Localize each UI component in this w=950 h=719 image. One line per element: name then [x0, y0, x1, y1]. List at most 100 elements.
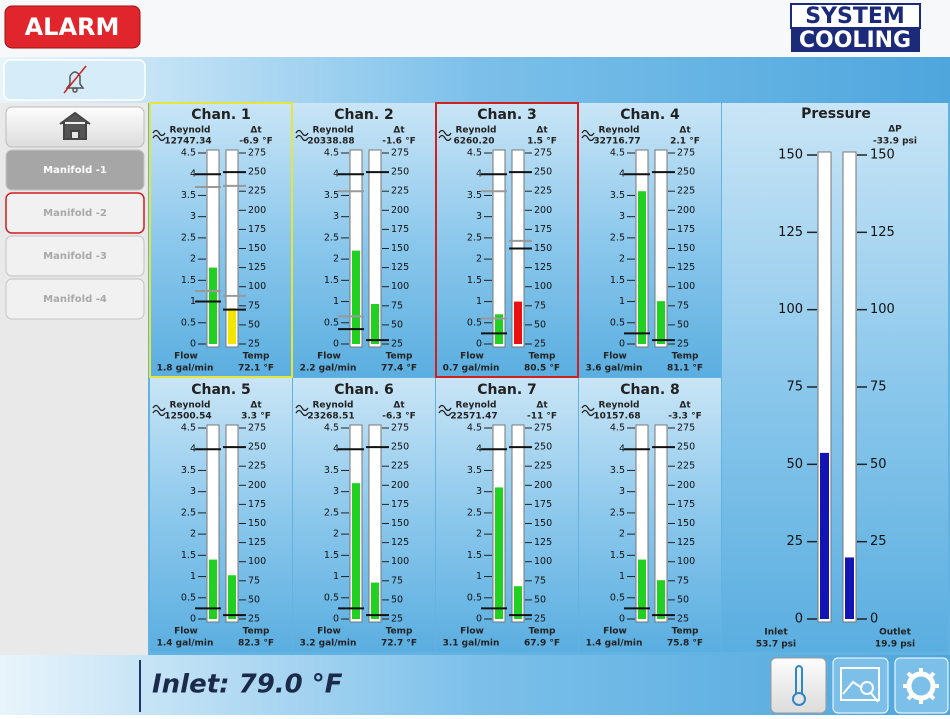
outlet-label: Outlet: [879, 628, 912, 638]
temp-bar: [514, 586, 522, 619]
temp-bar: [657, 580, 665, 619]
channel-title: Chan. 4: [620, 107, 680, 123]
temp-tick-label: 275: [677, 148, 695, 159]
inlet-value: 53.7 psi: [756, 640, 796, 650]
reynold-icon: [581, 404, 595, 417]
temp-tick-label: 275: [248, 423, 266, 434]
temp-tick-label: 225: [677, 186, 695, 197]
temp-value: 77.4 °F: [381, 364, 417, 374]
flow-tick-label: 0: [619, 339, 625, 350]
flow-tick-label: 4: [190, 444, 196, 455]
flow-tick-label: 3: [619, 486, 625, 497]
flow-tick-label: 1.5: [610, 275, 625, 286]
reynold-icon: [152, 129, 166, 142]
channel-panel: [435, 102, 579, 378]
manifold-button[interactable]: [5, 235, 145, 277]
temp-bar: [657, 301, 665, 344]
pressure-tick-label: 125: [778, 225, 803, 240]
flow-label: Flow: [174, 627, 198, 637]
pressure-tick-label: 25: [786, 534, 803, 549]
temp-tick-label: 25: [391, 339, 403, 350]
flow-tube: [492, 149, 506, 348]
manifold-button[interactable]: [5, 192, 145, 234]
channel-title: Chan. 7: [477, 382, 537, 398]
flow-tick-label: 2: [476, 529, 482, 540]
flow-tick-label: 2.5: [181, 507, 196, 518]
flow-tick-label: 3.5: [610, 465, 625, 476]
reynold-label: Reynold: [169, 401, 210, 411]
dt-value: 1.5 °F: [527, 137, 557, 147]
flow-tick-label: 4.5: [324, 423, 339, 434]
temp-tube: [654, 424, 668, 623]
flow-tick-label: 1: [619, 571, 625, 582]
inlet-bar: [820, 452, 829, 619]
flow-bar: [638, 559, 646, 619]
flow-tick-label: 2: [190, 254, 196, 265]
flow-value: 0.7 gal/min: [443, 364, 500, 374]
temperature-button[interactable]: [770, 657, 827, 714]
pressure-tick-label: 100: [870, 302, 895, 317]
inlet-label: Inlet: [764, 628, 788, 638]
flow-label: Flow: [317, 627, 341, 637]
flow-tick-label: 1: [476, 296, 482, 307]
flow-tick-label: 0.5: [181, 592, 196, 603]
settings-button[interactable]: [894, 657, 949, 714]
temp-tick-label: 275: [534, 148, 552, 159]
outlet-value: 19.9 psi: [875, 640, 915, 650]
temp-label: Temp: [529, 627, 556, 637]
temp-tick-label: 200: [534, 480, 552, 491]
dt-label: Δt: [250, 401, 262, 411]
flow-label: Flow: [460, 352, 484, 362]
dt-label: Δt: [679, 401, 691, 411]
temp-tick-label: 125: [248, 537, 266, 548]
flow-tick-label: 4.5: [610, 148, 625, 159]
temp-tick-label: 100: [534, 556, 552, 567]
flow-tick-label: 4.5: [467, 423, 482, 434]
flow-tick-label: 2.5: [467, 507, 482, 518]
temp-tick-label: 50: [534, 319, 546, 330]
reynold-icon: [581, 129, 595, 142]
flow-tick-label: 2: [619, 529, 625, 540]
manifold-label: Manifold -1: [43, 165, 107, 176]
flow-tick-label: 4.5: [467, 148, 482, 159]
temp-tick-label: 250: [534, 167, 552, 178]
temp-tick-label: 25: [248, 339, 260, 350]
temp-bar: [228, 575, 236, 619]
flow-value: 2.2 gal/min: [300, 364, 357, 374]
flow-tick-label: 2.5: [181, 232, 196, 243]
logo-bottom: [791, 28, 920, 52]
temp-tick-label: 100: [391, 281, 409, 292]
temp-tick-label: 175: [391, 499, 409, 510]
temp-tick-label: 125: [534, 262, 552, 273]
alarm-text: ALARM: [25, 13, 120, 41]
pressure-tick-label: 50: [870, 457, 887, 472]
reynold-value: 22571.47: [450, 412, 497, 422]
flow-tick-label: 0.5: [610, 592, 625, 603]
reynold-value: 12500.54: [164, 412, 211, 422]
flow-tick-label: 1: [333, 571, 339, 582]
manifold-button[interactable]: [5, 149, 145, 191]
temp-tick-label: 50: [677, 319, 689, 330]
flow-tick-label: 1: [190, 296, 196, 307]
alarm-button[interactable]: [4, 5, 141, 49]
channel-panel: [149, 102, 293, 378]
flow-tick-label: 2.5: [324, 232, 339, 243]
dt-value: 2.1 °F: [670, 137, 700, 147]
temp-tick-label: 75: [248, 300, 260, 311]
temp-tick-label: 200: [391, 480, 409, 491]
reynold-icon: [152, 404, 166, 417]
flow-tick-label: 1.5: [324, 550, 339, 561]
temp-tick-label: 25: [391, 614, 403, 625]
temp-tick-label: 50: [391, 319, 403, 330]
dt-value: -6.3 °F: [382, 412, 415, 422]
flow-tick-label: 4: [619, 169, 625, 180]
thermometer-icon: [792, 665, 806, 706]
logo-text: COOLING: [799, 28, 911, 53]
flow-tick-label: 4: [333, 444, 339, 455]
reynold-label: Reynold: [598, 126, 639, 136]
temp-tick-label: 175: [677, 224, 695, 235]
manifold-button[interactable]: [5, 278, 145, 320]
channel-title: Chan. 1: [191, 107, 251, 123]
temp-tick-label: 125: [677, 262, 695, 273]
temp-tick-label: 225: [534, 461, 552, 472]
